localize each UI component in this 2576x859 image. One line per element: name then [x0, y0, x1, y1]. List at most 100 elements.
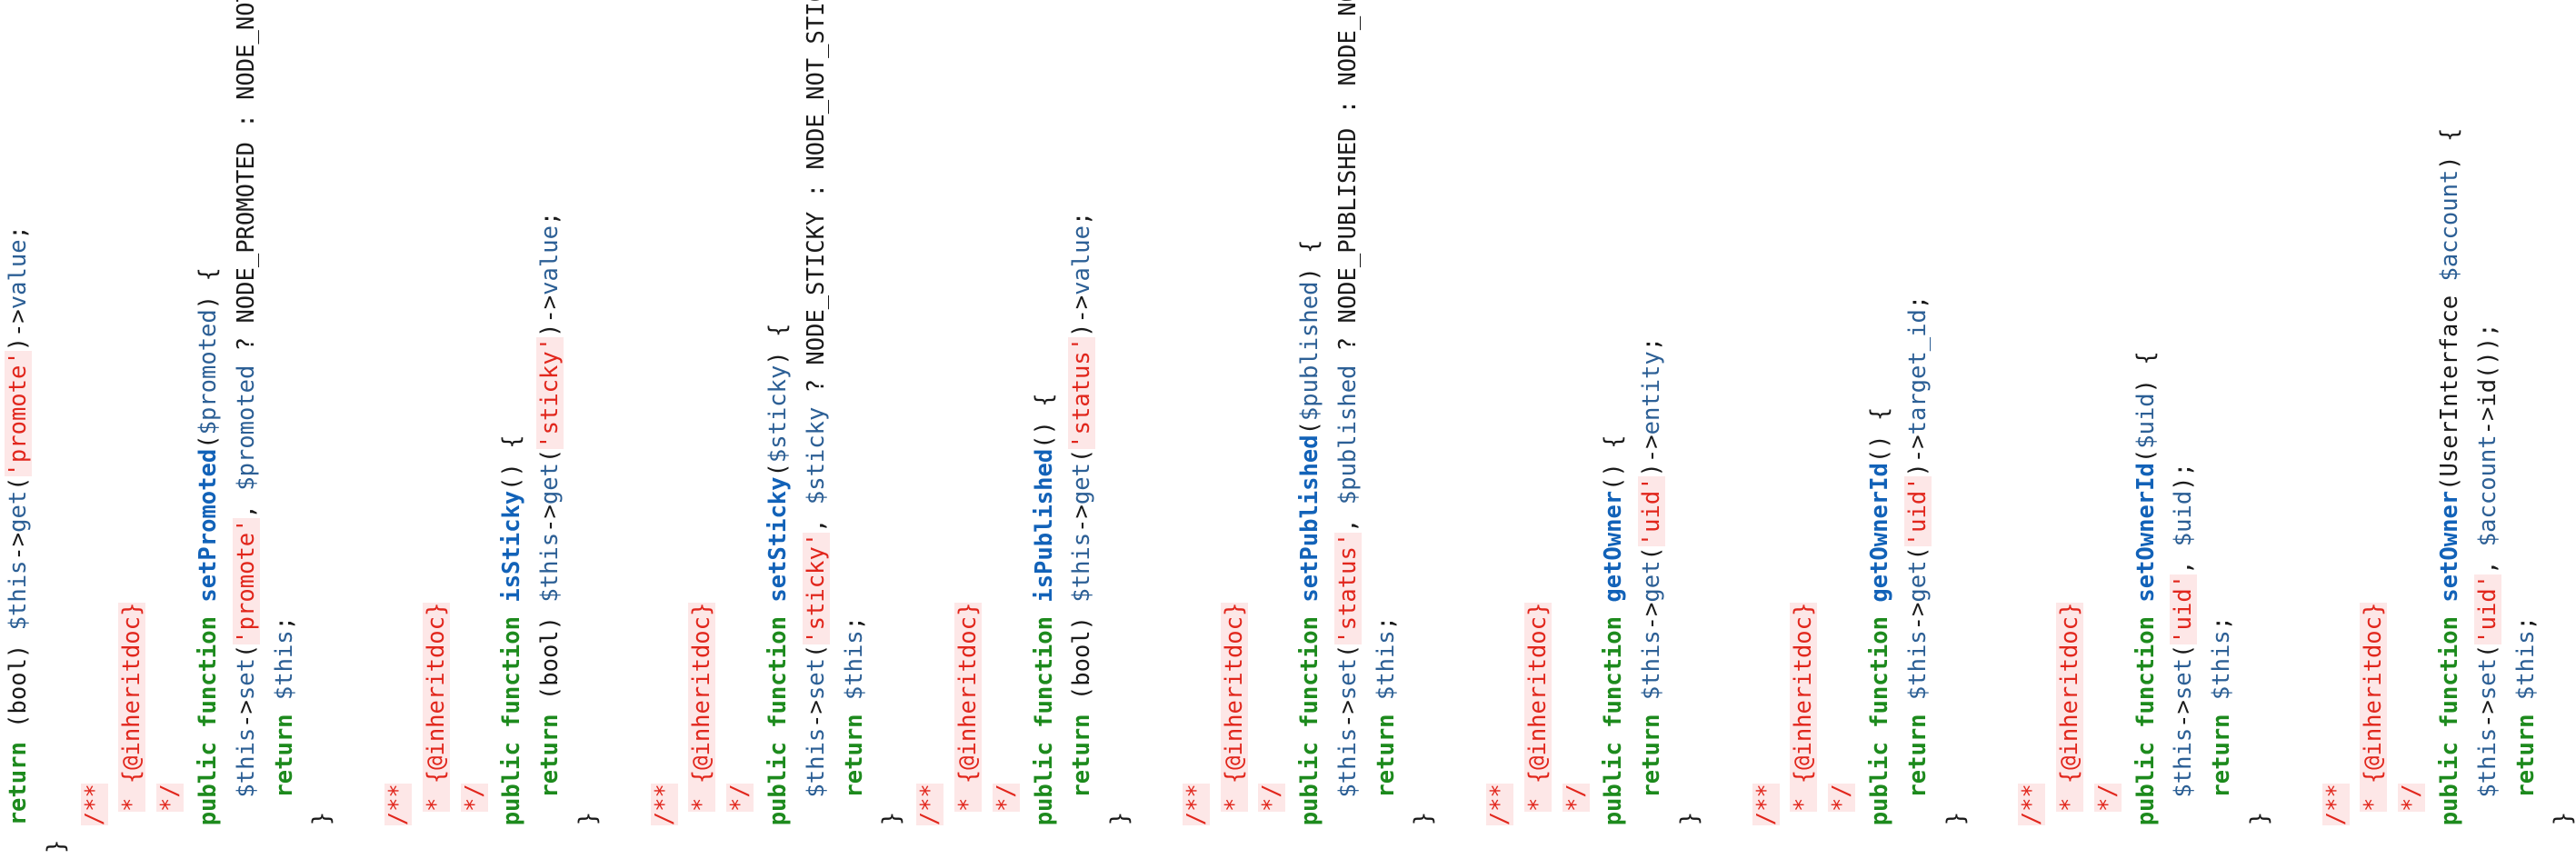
- code-token: [2056, 812, 2083, 854]
- code-token: (: [194, 434, 222, 449]
- code-token: [461, 812, 488, 854]
- code-token: )->: [1903, 434, 1932, 477]
- function-name-token: getOwner: [1600, 490, 1628, 603]
- code-line: [1710, 0, 1748, 859]
- variable-token: $this: [1903, 630, 1932, 701]
- code-line: * {@inheritdoc}: [1520, 0, 1558, 859]
- code-token: (bool): [536, 602, 564, 701]
- variable-token: $account: [2436, 169, 2463, 282]
- code-line: [1975, 0, 2013, 859]
- variable-token: $this: [2511, 630, 2540, 701]
- code-line: * {@inheritdoc}: [418, 0, 456, 859]
- code-token: (: [1638, 546, 1666, 561]
- code-token: }: [574, 811, 602, 854]
- code-token: (: [1068, 448, 1096, 464]
- variable-token: value: [1068, 225, 1096, 295]
- code-token: }: [308, 811, 336, 854]
- code-line: }: [570, 0, 608, 859]
- code-token: ? NODE_PUBLISHED : NODE_NOT_PUBLISHED);: [1333, 0, 1362, 365]
- code-line: * {@inheritdoc}: [114, 0, 152, 859]
- function-name-token: setPromoted: [194, 448, 222, 603]
- code-line: return $this->get('uid')->target_id;: [1900, 0, 1938, 859]
- code-token: }: [1106, 811, 1134, 854]
- comment-token: * {@inheritdoc}: [118, 602, 146, 812]
- code-line: */: [456, 0, 494, 859]
- string-token: 'uid': [2473, 574, 2501, 644]
- variable-token: set: [1333, 658, 1362, 701]
- variable-token: set: [232, 658, 260, 701]
- code-token: ,: [2473, 546, 2501, 574]
- code-token: () {: [1866, 406, 1894, 464]
- function-name-token: getOwnerId: [1866, 463, 1894, 603]
- code-line: * {@inheritdoc}: [1785, 0, 1823, 859]
- code-token: (: [1333, 644, 1362, 659]
- code-token: [1486, 825, 1513, 854]
- comment-token: */: [992, 784, 1020, 812]
- code-token: ->: [1638, 602, 1666, 631]
- code-line: return (bool) $this->get('promote')->val…: [0, 0, 38, 859]
- code-token: ->: [232, 700, 260, 728]
- comment-token: * {@inheritdoc}: [954, 602, 982, 812]
- code-token: () {: [1030, 393, 1058, 449]
- keyword-token: public function: [764, 602, 792, 854]
- string-token: 'status': [1068, 336, 1096, 449]
- code-line: }: [2242, 0, 2280, 859]
- code-line: public function setPublished($published)…: [1292, 0, 1330, 859]
- code-token: ;: [5, 225, 32, 240]
- comment-token: /**: [1752, 784, 1780, 826]
- code-line: * {@inheritdoc}: [2355, 0, 2393, 859]
- code-token: [2170, 798, 2197, 854]
- code-token: (: [764, 463, 792, 477]
- code-token: ->: [2170, 700, 2198, 728]
- code-line: /**: [1482, 0, 1520, 859]
- code-line: return $this;: [2203, 0, 2242, 859]
- keyword-token: return: [1903, 700, 1932, 854]
- string-token: 'status': [1333, 532, 1362, 644]
- code-token: ;: [1903, 295, 1932, 310]
- code-token: [954, 812, 982, 854]
- code-token: [2398, 812, 2425, 854]
- keyword-token: return: [270, 700, 298, 854]
- code-token: ) {: [764, 323, 792, 365]
- variable-token: get: [1903, 560, 1932, 603]
- keyword-token: return: [2208, 700, 2236, 854]
- code-token: [1563, 812, 1590, 854]
- code-token: ;: [1372, 615, 1400, 631]
- code-line: public function setPromoted($promoted) {: [190, 0, 228, 859]
- code-token: ->: [5, 532, 32, 561]
- code-line: return $this;: [266, 0, 305, 859]
- variable-token: $uid: [2132, 393, 2160, 449]
- code-line: }: [2545, 0, 2576, 859]
- code-token: ->: [1333, 700, 1362, 728]
- code-line: */: [988, 0, 1026, 859]
- code-token: (: [1296, 421, 1324, 435]
- code-token: }: [1942, 811, 1970, 854]
- code-line: */: [1823, 0, 1862, 859]
- variable-token: $this: [270, 630, 298, 701]
- code-token: (: [232, 644, 260, 659]
- comment-token: */: [1258, 784, 1286, 812]
- keyword-token: return: [1372, 700, 1400, 854]
- code-token: [803, 798, 830, 854]
- variable-token: target_id: [1903, 309, 1932, 435]
- code-token: (: [2170, 644, 2198, 659]
- variable-token: $uid: [2170, 490, 2198, 547]
- code-token: ;: [536, 211, 564, 226]
- code-token: [1334, 798, 1362, 854]
- code-token: );: [2170, 463, 2198, 491]
- code-line: * {@inheritdoc}: [684, 0, 722, 859]
- code-token: (bool): [1068, 602, 1096, 701]
- variable-token: $sticky: [802, 406, 830, 505]
- code-token: (: [5, 476, 32, 491]
- code-line: /**: [646, 0, 684, 859]
- code-token: ,: [2170, 546, 2198, 574]
- comment-token: /**: [1182, 784, 1210, 826]
- code-line: }: [874, 0, 912, 859]
- comment-token: * {@inheritdoc}: [1790, 602, 1818, 812]
- keyword-token: return: [2511, 700, 2540, 854]
- code-line: $this->set('sticky', $sticky ? NODE_STIC…: [798, 0, 836, 859]
- variable-token: $this: [536, 532, 564, 603]
- code-token: ? NODE_PROMOTED : NODE_NOT_PROMOTED);: [232, 0, 260, 365]
- code-token: [1752, 825, 1780, 854]
